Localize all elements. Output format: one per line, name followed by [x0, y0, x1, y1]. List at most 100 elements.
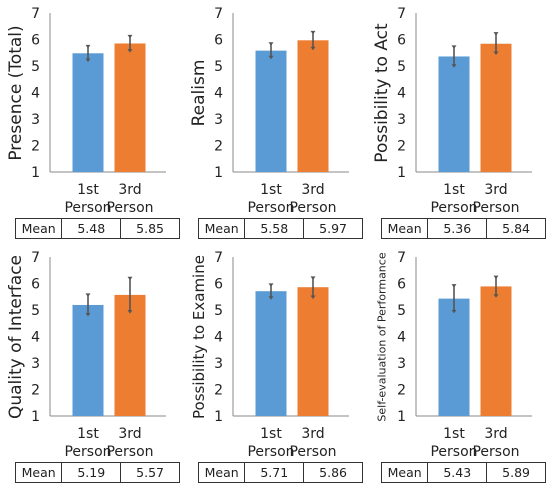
y-tick-label: 7: [214, 6, 223, 22]
y-tick-label: 7: [397, 250, 406, 266]
bar-3rd-person: [297, 287, 329, 416]
mean-row: Mean 5.19 5.57: [14, 462, 180, 483]
x-tick-label: 1st: [77, 426, 99, 442]
mean-table: Mean 5.58 5.97: [197, 218, 363, 239]
bar-chart: 1 2 3 4 5 6 7 1st Person 3rd Person: [397, 250, 532, 460]
y-tick-label: 4: [31, 86, 40, 102]
x-tick-label: 3rd: [301, 426, 324, 442]
bar-3rd-person: [480, 286, 512, 416]
x-tick-label: Person: [472, 200, 519, 216]
y-tick-label: 6: [397, 33, 406, 49]
mean-value: 5.71: [244, 462, 305, 483]
y-tick-label: 2: [31, 383, 40, 399]
mean-row: Mean 5.71 5.86: [197, 462, 363, 483]
y-tick-label: 3: [214, 356, 223, 372]
mean-row: Mean 5.48 5.85: [14, 218, 180, 239]
y-tick-label: 2: [214, 383, 223, 399]
x-tick-label: Person: [472, 444, 519, 460]
x-tick-label: Person: [247, 200, 294, 216]
y-tick-label: 1: [214, 165, 223, 181]
mean-row: Mean 5.58 5.97: [197, 218, 363, 239]
x-tick-label: 3rd: [118, 426, 141, 442]
y-tick-label: 5: [31, 303, 40, 319]
y-tick-label: 2: [397, 383, 406, 399]
x-tick-label: 3rd: [484, 426, 507, 442]
y-axis-title-text: Possibility to Act: [372, 22, 392, 163]
y-tick-label: 6: [397, 277, 406, 293]
mean-label: Mean: [14, 218, 63, 239]
mean-table: Mean 5.43 5.89: [380, 462, 546, 483]
y-tick-label: 4: [397, 330, 406, 346]
mean-label: Mean: [380, 218, 429, 239]
error-bar-cap: [493, 275, 499, 280]
y-tick-label: 4: [31, 330, 40, 346]
mean-row: Mean 5.43 5.89: [380, 462, 546, 483]
y-tick-label: 3: [31, 356, 40, 372]
y-tick-label: 6: [31, 277, 40, 293]
bar-chart: 1 2 3 4 5 6 7 1st Person 3rd Person: [31, 6, 166, 216]
mean-value: 5.57: [120, 462, 180, 483]
chart-panel: 1 2 3 4 5 6 7 1st Person 3rd Person Presence (Total…: [0, 0, 180, 244]
error-bar-cap: [493, 294, 499, 298]
mean-table: Mean 5.36 5.84: [380, 218, 546, 239]
x-tick-label: Person: [289, 200, 336, 216]
y-tick-label: 6: [214, 277, 223, 293]
x-tick-label: 1st: [77, 182, 99, 198]
x-tick-label: Person: [289, 444, 336, 460]
mean-value: 5.86: [303, 462, 363, 483]
y-tick-label: 1: [31, 409, 40, 425]
bar-chart: 1 2 3 4 5 6 7 1st Person 3rd Person: [214, 250, 349, 460]
error-bar-cap: [451, 45, 457, 49]
mean-table: Mean 5.48 5.85: [14, 218, 180, 239]
y-tick-label: 3: [397, 112, 406, 128]
bar-1st-person: [72, 304, 104, 416]
error-bar-cap: [451, 284, 457, 288]
error-bar-cap: [493, 51, 499, 56]
x-tick-label: Person: [64, 200, 111, 216]
bar-1st-person: [438, 56, 470, 172]
mean-row: Mean 5.36 5.84: [380, 218, 546, 239]
x-tick-label: Person: [64, 444, 111, 460]
mean-value: 5.58: [244, 218, 305, 239]
mean-label: Mean: [197, 462, 246, 483]
bar-1st-person: [255, 50, 287, 172]
y-tick-label: 7: [397, 6, 406, 22]
error-bar-cap: [127, 49, 133, 53]
mean-value: 5.43: [427, 462, 488, 483]
error-bar-cap: [268, 283, 274, 287]
error-bar-cap: [310, 46, 316, 51]
y-tick-label: 5: [397, 59, 406, 75]
y-tick-label: 5: [214, 303, 223, 319]
x-tick-label: 1st: [443, 426, 465, 442]
bar-3rd-person: [114, 43, 146, 172]
error-bar-cap: [310, 295, 316, 300]
error-bar-cap: [268, 296, 274, 300]
y-tick-label: 2: [214, 139, 223, 155]
error-bar-cap: [85, 58, 91, 63]
error-bar-cap: [268, 55, 274, 60]
y-tick-label: 7: [31, 6, 40, 22]
y-tick-label: 1: [397, 409, 406, 425]
y-axis-title-text: Self-evaluation of Performance: [375, 251, 389, 422]
bar-1st-person: [438, 298, 470, 416]
y-tick-label: 5: [31, 59, 40, 75]
y-tick-label: 4: [214, 330, 223, 346]
chart-panel: 1 2 3 4 5 6 7 1st Person 3rd Person Possibility to …: [183, 244, 363, 488]
bar-chart: 1 2 3 4 5 6 7 1st Person 3rd Person: [397, 6, 532, 216]
y-tick-label: 3: [397, 356, 406, 372]
mean-label: Mean: [14, 462, 63, 483]
error-bar-cap: [85, 313, 91, 317]
error-bar-cap: [85, 44, 91, 49]
error-bar-cap: [127, 310, 133, 314]
mean-value: 5.48: [61, 218, 122, 239]
y-tick-label: 6: [31, 33, 40, 49]
x-tick-label: Person: [430, 444, 477, 460]
y-tick-label: 6: [214, 33, 223, 49]
y-tick-label: 3: [31, 112, 40, 128]
error-bar-cap: [310, 30, 316, 35]
x-tick-label: 3rd: [301, 182, 324, 198]
y-tick-label: 1: [214, 409, 223, 425]
x-tick-label: Person: [106, 200, 153, 216]
bar-1st-person: [72, 53, 104, 172]
bar-chart: 1 2 3 4 5 6 7 1st Person 3rd Person: [31, 250, 166, 460]
